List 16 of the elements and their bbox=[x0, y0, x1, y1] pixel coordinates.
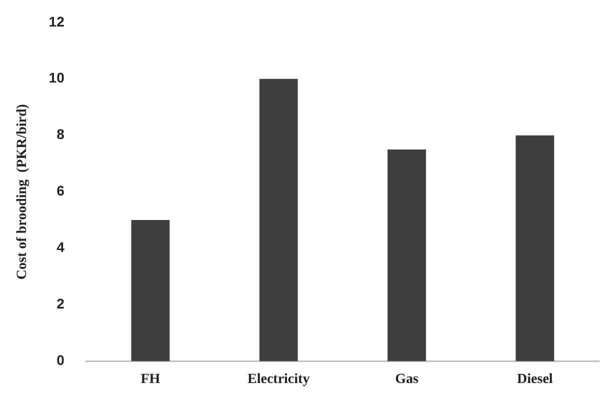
x-tick-label: Diesel bbox=[517, 372, 553, 388]
y-tick-label: 10 bbox=[48, 70, 65, 86]
bar bbox=[516, 135, 554, 362]
y-axis-title: Cost of brooding (PKR/bird) bbox=[15, 104, 30, 280]
y-tick-label: 12 bbox=[48, 13, 65, 30]
y-tick-label: 6 bbox=[56, 182, 65, 199]
y-tick-label: 0 bbox=[56, 352, 65, 368]
y-tick-label: 8 bbox=[56, 126, 65, 142]
bar bbox=[388, 149, 426, 362]
bar bbox=[259, 78, 298, 362]
y-tick-label: 2 bbox=[56, 296, 65, 312]
x-tick-label: Gas bbox=[395, 372, 419, 388]
y-tick-label: 4 bbox=[56, 239, 65, 256]
bar bbox=[131, 220, 170, 362]
x-tick-label: FH bbox=[140, 372, 160, 388]
x-tick-label: Electricity bbox=[248, 372, 310, 388]
